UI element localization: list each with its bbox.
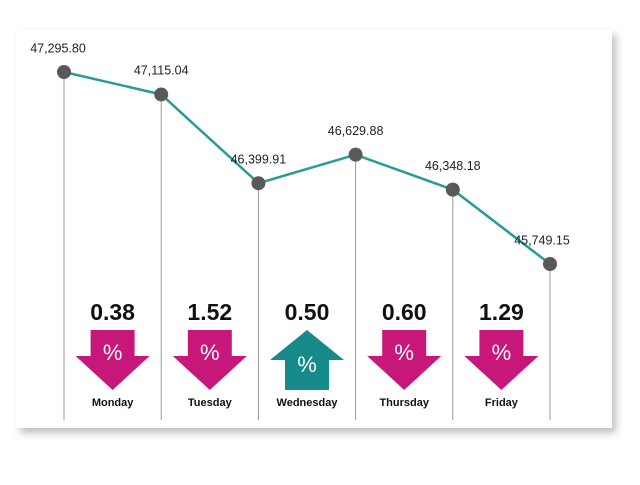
change-label: 1.52 (187, 299, 232, 325)
change-arrow (75, 330, 150, 390)
value-label: 45,749.15 (514, 233, 570, 247)
point (445, 182, 460, 197)
percent-symbol: % (394, 340, 414, 365)
point (57, 65, 71, 79)
change-label: 0.38 (90, 299, 135, 325)
point (251, 176, 266, 191)
change-arrow (270, 330, 344, 390)
point (348, 147, 363, 162)
change-arrow (367, 330, 442, 390)
value-label: 47,295.80 (30, 41, 86, 55)
day-label: Wednesday (277, 397, 339, 409)
point (154, 87, 169, 102)
percent-symbol: % (492, 340, 512, 365)
percent-symbol: % (103, 340, 123, 365)
percent-symbol: % (297, 352, 317, 377)
point (543, 257, 557, 271)
change-arrow (464, 330, 539, 390)
value-label: 47,115.04 (134, 64, 189, 78)
day-label: Tuesday (188, 397, 233, 409)
day-label: Friday (485, 397, 519, 409)
price-line (63, 70, 551, 265)
change-arrow (172, 330, 247, 390)
percent-symbol: % (200, 340, 220, 365)
value-label: 46,348.18 (425, 159, 481, 173)
value-label: 46,399.91 (231, 153, 287, 167)
day-label: Monday (92, 397, 134, 409)
change-label: 0.50 (285, 299, 330, 325)
day-label: Thursday (379, 397, 429, 409)
value-label: 46,629.88 (328, 124, 384, 138)
change-label: 0.60 (382, 299, 427, 325)
change-label: 1.29 (479, 299, 524, 325)
